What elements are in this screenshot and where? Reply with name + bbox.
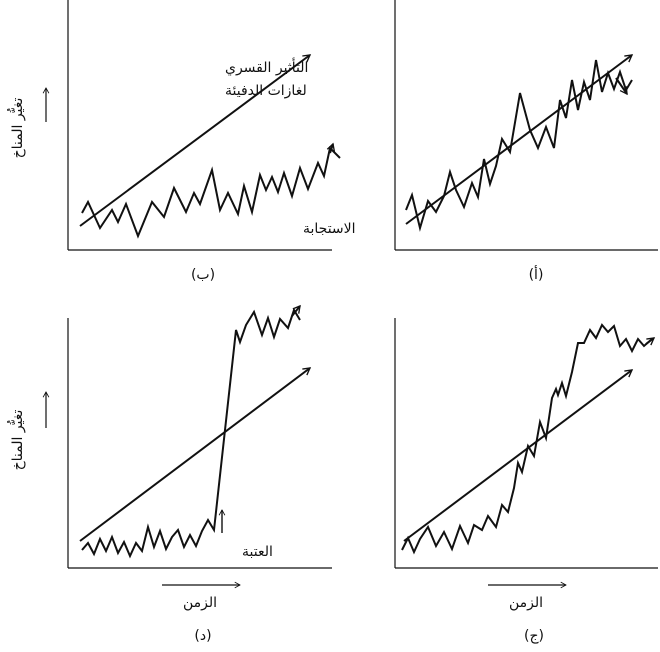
y-axis-label-top: تغيُّر المناخ bbox=[7, 87, 50, 158]
x-axis-label-left: الزمن bbox=[162, 581, 241, 611]
panel-c: (ج) bbox=[394, 318, 658, 644]
x-axis-label-text-right: الزمن bbox=[509, 595, 543, 611]
panel-a-forcing-arrow bbox=[405, 54, 634, 225]
panel-d-caption: (د) bbox=[194, 628, 211, 644]
panel-c-forcing-arrow bbox=[403, 369, 634, 542]
panel-c-caption: (ج) bbox=[524, 628, 544, 644]
panel-d-response-arrowhead bbox=[291, 304, 301, 317]
panel-d-threshold-label: العتبة bbox=[242, 544, 273, 560]
panel-a-caption: (أ) bbox=[529, 265, 544, 283]
y-axis-label-bottom: تغيُّر المناخ bbox=[7, 391, 50, 470]
panel-b-response-arrowhead bbox=[326, 142, 336, 154]
panel-d-forcing-arrow bbox=[79, 367, 312, 542]
panel-b-forcing-label-line1: التأثير القسري bbox=[225, 57, 308, 76]
panel-a-response-arrowhead bbox=[615, 77, 628, 96]
x-axis-label-right: الزمن bbox=[488, 581, 567, 611]
y-axis-label-text-top: تغيُّر المناخ bbox=[7, 97, 26, 158]
panel-b-caption: (ب) bbox=[191, 267, 215, 283]
panel-d-axes bbox=[67, 318, 332, 569]
panel-c-response-arrowhead bbox=[645, 337, 656, 346]
panel-a: (أ) bbox=[394, 0, 658, 283]
panel-d-response-line bbox=[81, 307, 301, 559]
panel-c-axes bbox=[394, 318, 658, 569]
panel-d: العتبة (د) bbox=[67, 304, 332, 644]
panel-b-response-line bbox=[81, 145, 341, 239]
panel-b-axes bbox=[67, 0, 332, 251]
panel-c-response-line bbox=[401, 323, 653, 555]
panel-b-response-label: الاستجابة bbox=[303, 221, 356, 237]
panel-b-forcing-arrow bbox=[79, 54, 312, 227]
panel-a-axes bbox=[394, 0, 658, 251]
y-axis-label-text-bottom: تغيُّر المناخ bbox=[7, 409, 26, 470]
x-axis-label-text-left: الزمن bbox=[183, 595, 217, 611]
panel-b-forcing-label-line2: لغازات الدفيئة bbox=[225, 83, 307, 99]
panel-a-response-line bbox=[405, 59, 633, 232]
panel-b: التأثير القسري لغازات الدفيئة الاستجابة … bbox=[67, 0, 356, 283]
